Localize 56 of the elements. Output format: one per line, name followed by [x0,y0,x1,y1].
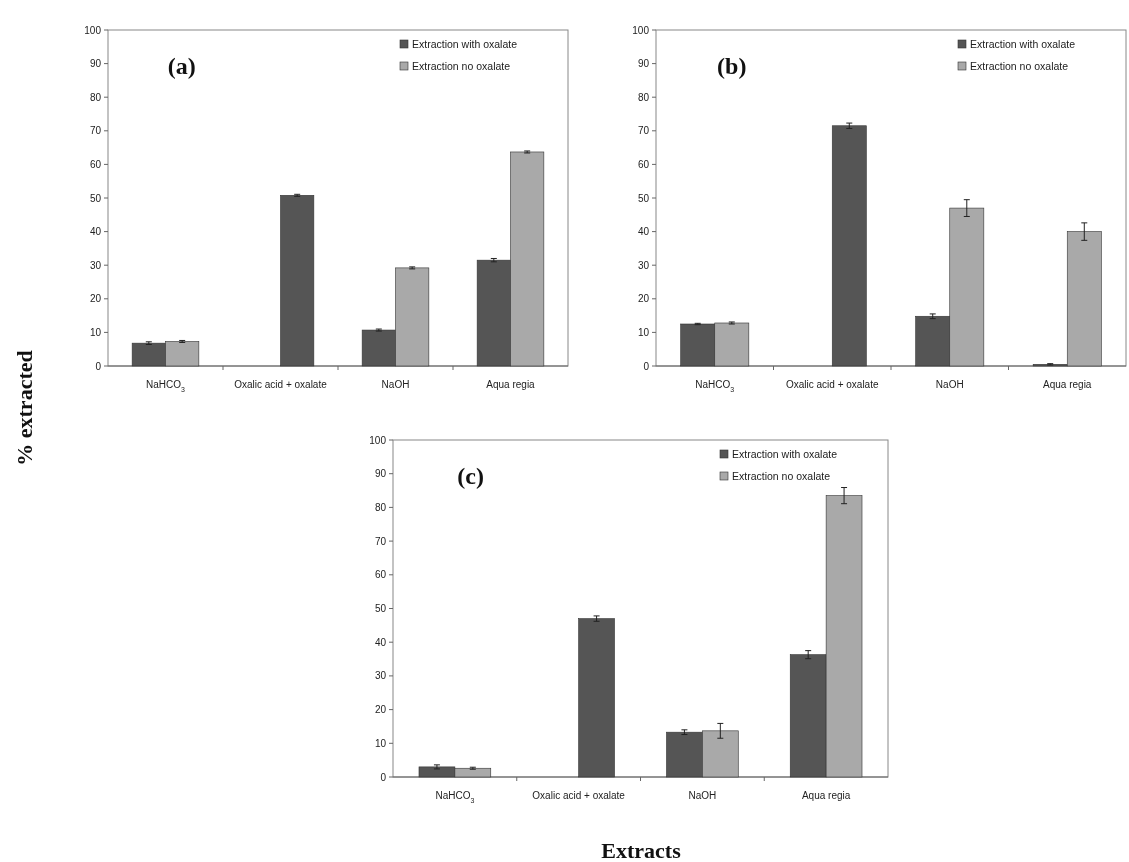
y-tick-label: 90 [637,58,650,70]
y-tick-label: 10 [374,737,387,749]
legend-label: Extraction with oxalate [412,38,518,50]
y-tick-label: 80 [374,501,387,513]
y-tick-label: 10 [89,326,102,338]
text: (b) [717,52,747,79]
x-tick-label: NaOH [381,379,410,390]
y-tick-label: 10 [637,326,650,338]
y-tick-label: 60 [374,569,387,581]
x-tick-label: Aqua regia [486,379,536,390]
legend-label: Extraction with oxalate [732,448,838,460]
x-axis-title: Extracts [601,838,682,862]
y-tick-label: 60 [637,158,650,170]
y-tick-label: 20 [374,704,387,716]
x-tick-label: Aqua regia [1043,379,1092,390]
x-tick-label: Oxalic acid + oxalate [785,379,879,390]
y-tick-label: 50 [637,192,650,204]
y-tick-label: 70 [89,125,102,137]
y-tick-label: 80 [89,91,102,103]
y-tick-label: 70 [374,535,387,547]
x-tick-label: Oxalic acid + oxalate [532,790,626,801]
y-tick-label: 90 [89,58,102,70]
x-tick-label: NaOH [688,790,717,801]
x-tick-label: NaHCO$_{3}$ [695,379,735,393]
y-tick-label: 0 [380,771,387,783]
y-tick-label: 90 [374,468,387,480]
x-tick-label: NaHCO$_{3}$ [146,379,186,393]
x-tick-label: Aqua regia [801,790,851,801]
y-tick-label: 100 [632,24,650,36]
y-axis-title: % extracted [12,350,37,466]
text: (a) [167,52,196,79]
y-tick-label: 30 [637,259,650,271]
y-tick-label: 100 [84,24,102,36]
y-tick-label: 20 [637,293,650,305]
y-tick-label: 30 [89,259,102,271]
y-tick-label: 50 [89,192,102,204]
y-tick-label: 20 [89,293,102,305]
y-tick-label: 30 [374,670,387,682]
y-tick-label: 0 [95,360,102,372]
legend-label: Extraction no oxalate [732,470,831,482]
legend-label: Extraction no oxalate [412,60,511,72]
y-tick-label: 40 [374,636,387,648]
x-tick-label: NaOH [935,379,964,390]
y-tick-label: 60 [89,158,102,170]
y-tick-label: 50 [374,603,387,614]
y-tick-label: 70 [637,125,650,137]
x-tick-label: Oxalic acid + oxalate [234,379,328,390]
y-tick-label: 80 [637,91,650,103]
y-tick-label: 40 [637,226,650,238]
legend-label: Extraction with oxalate [970,38,1076,50]
text: (c) [457,462,484,489]
x-tick-label: NaHCO$_{3}$ [435,790,475,804]
y-tick-label: 0 [643,360,650,372]
legend-label: Extraction no oxalate [970,60,1069,72]
y-tick-label: 40 [89,226,102,238]
y-tick-label: 100 [369,434,387,446]
